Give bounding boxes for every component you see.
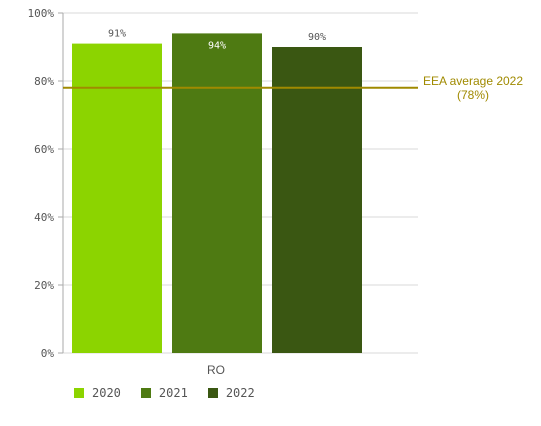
reference-line-value-label: (78%) bbox=[457, 88, 489, 102]
bar-2021 bbox=[172, 33, 262, 354]
y-tick-label: 0% bbox=[41, 347, 55, 360]
legend-item-2020[interactable]: 2020 bbox=[74, 386, 121, 400]
y-tick-label: 20% bbox=[34, 279, 54, 292]
legend-label-2020: 2020 bbox=[92, 386, 121, 400]
y-tick-label: 60% bbox=[34, 143, 54, 156]
legend-item-2022[interactable]: 2022 bbox=[207, 386, 255, 400]
bar-2020 bbox=[72, 43, 162, 353]
legend-swatch-2021 bbox=[140, 388, 151, 398]
data-label-2022: 90% bbox=[308, 32, 326, 43]
legend: 2020 2021 2022 bbox=[74, 386, 275, 400]
x-category-label: RO bbox=[207, 363, 225, 377]
bar-2022 bbox=[272, 47, 362, 353]
reference-line-label: EEA average 2022 bbox=[423, 74, 523, 88]
data-label-2021: 94% bbox=[208, 40, 226, 51]
legend-label-2022: 2022 bbox=[225, 386, 255, 400]
data-label-2020: 91% bbox=[108, 29, 126, 40]
y-tick-label: 100% bbox=[28, 7, 55, 20]
legend-swatch-2022 bbox=[207, 388, 218, 398]
legend-item-2021[interactable]: 2021 bbox=[140, 386, 188, 400]
legend-label-2021: 2021 bbox=[158, 386, 188, 400]
y-tick-label: 40% bbox=[34, 211, 54, 224]
y-tick-label: 80% bbox=[34, 75, 54, 88]
legend-swatch-2020 bbox=[74, 388, 84, 398]
